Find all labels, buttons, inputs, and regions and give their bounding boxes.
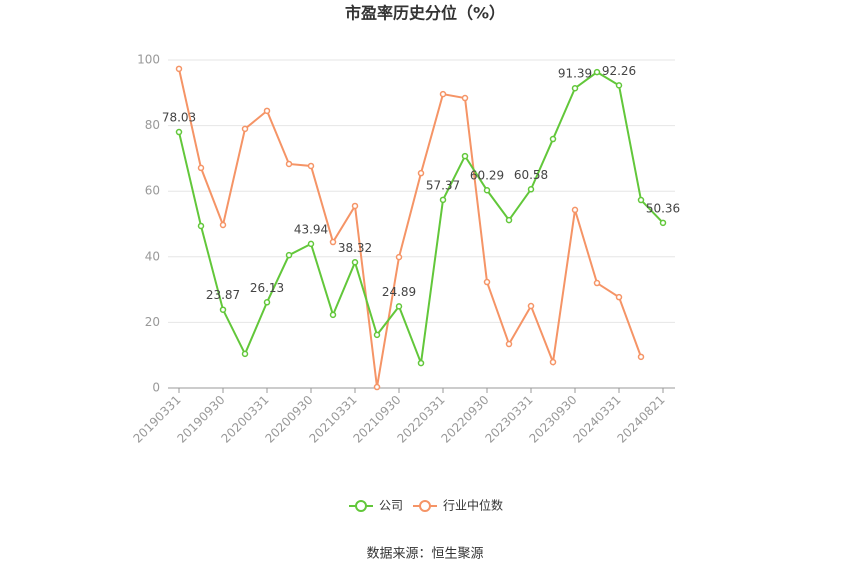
data-label: 50.36 — [646, 201, 680, 215]
x-tick-label: 20240821 — [615, 393, 668, 446]
point — [439, 196, 447, 204]
point — [307, 162, 315, 170]
point — [329, 311, 337, 319]
point — [307, 240, 315, 248]
data-label: 26.13 — [250, 281, 284, 295]
point — [351, 259, 359, 266]
point — [417, 359, 425, 367]
point — [219, 306, 227, 313]
point — [395, 253, 403, 261]
data-label: 38.32 — [338, 241, 372, 255]
legend-label: 公司 — [379, 499, 403, 513]
point — [263, 107, 271, 115]
source-note: 数据来源：恒生聚源 — [366, 547, 483, 562]
y-tick-label: 0 — [152, 381, 160, 395]
legend-label: 行业中位数 — [443, 498, 503, 513]
point — [285, 160, 293, 168]
point — [461, 152, 469, 160]
point — [241, 350, 249, 358]
data-label: 92.26 — [602, 64, 636, 78]
point — [659, 219, 667, 227]
chart-title: 市盈率历史分位（%） — [345, 4, 505, 23]
y-tick-label: 60 — [145, 184, 160, 198]
point — [461, 94, 469, 102]
point — [175, 128, 183, 136]
y-tick-label: 20 — [145, 315, 160, 329]
point — [197, 222, 205, 230]
point — [483, 278, 491, 286]
point — [241, 125, 249, 133]
point — [527, 302, 535, 310]
data-label: 57.37 — [426, 178, 460, 192]
point — [505, 216, 513, 224]
data-label: 60.58 — [514, 168, 548, 182]
point — [615, 293, 623, 301]
point — [329, 238, 337, 246]
data-label: 78.03 — [162, 111, 196, 125]
point — [593, 279, 601, 287]
series-line — [178, 70, 664, 364]
data-label: 24.89 — [382, 285, 416, 299]
point — [571, 84, 579, 92]
point — [417, 169, 425, 177]
point — [285, 251, 293, 259]
series-line — [178, 68, 642, 388]
y-tick-label: 100 — [137, 53, 160, 67]
point — [637, 353, 645, 361]
point — [549, 135, 557, 143]
point — [483, 186, 491, 194]
point — [439, 90, 447, 98]
point — [505, 340, 513, 348]
point — [373, 331, 381, 339]
point — [263, 299, 271, 306]
point — [373, 383, 381, 391]
point — [549, 358, 557, 366]
data-label: 60.29 — [470, 169, 504, 183]
point — [571, 206, 579, 214]
point — [637, 196, 645, 204]
y-tick-label: 40 — [145, 249, 160, 263]
point — [593, 68, 601, 76]
point — [527, 186, 535, 193]
data-label: 43.94 — [294, 222, 328, 236]
point — [197, 164, 205, 172]
y-tick-label: 80 — [145, 118, 160, 132]
point — [615, 82, 623, 89]
point — [175, 65, 183, 73]
data-label: 91.39 — [558, 67, 592, 81]
legend-marker — [355, 500, 367, 512]
point — [351, 202, 359, 210]
point — [395, 303, 403, 310]
legend-marker — [419, 500, 431, 512]
point — [219, 221, 227, 229]
data-label: 23.87 — [206, 288, 240, 302]
